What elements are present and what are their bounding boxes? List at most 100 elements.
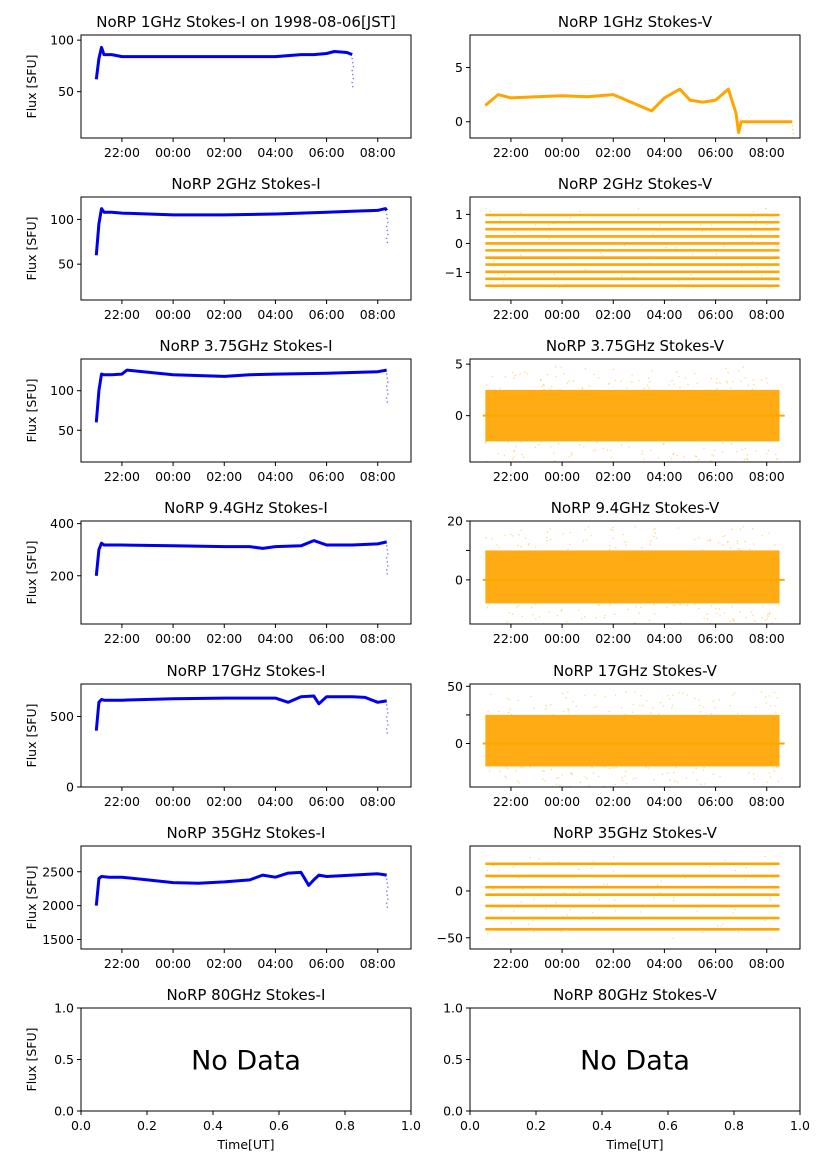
- data-point: [485, 441, 487, 443]
- data-point: [710, 224, 713, 226]
- plot-area: [484, 87, 795, 138]
- noise-band: [485, 550, 780, 604]
- data-point: [552, 714, 555, 716]
- x-tick-label: 00:00: [544, 956, 580, 971]
- data-point: [721, 451, 724, 453]
- data-point: [566, 691, 569, 693]
- data-point: [726, 265, 729, 267]
- chart-panel: NoRP 17GHz Stokes-V 22:00 00:00 02:00 04:00 0…: [447, 662, 801, 809]
- data-point: [543, 770, 545, 772]
- chart-panel: NoRP 35GHz Stokes-V 22:00 00:00 02:00 04:00 0…: [437, 824, 801, 971]
- data-point: [609, 449, 612, 452]
- data-point: [744, 447, 747, 450]
- axes-frame: [80, 196, 412, 301]
- y-tick-label: 0: [66, 780, 74, 795]
- chart-title: NoRP 1GHz Stokes-V: [558, 13, 713, 31]
- data-point: [530, 695, 533, 698]
- chart-title: NoRP 80GHz Stokes-I: [167, 986, 326, 1004]
- chart-title: NoRP 17GHz Stokes-V: [553, 662, 718, 680]
- data-point: [666, 606, 668, 608]
- data-point: [598, 898, 601, 901]
- data-point: [579, 210, 581, 213]
- data-point: [791, 124, 794, 127]
- x-tick-label: 00:00: [155, 956, 191, 971]
- x-tick-label: 06:00: [698, 469, 734, 484]
- data-point: [699, 224, 702, 226]
- data-point: [633, 276, 635, 279]
- no-data-label: No Data: [580, 1046, 690, 1077]
- data-point: [549, 528, 552, 530]
- data-point: [718, 699, 721, 701]
- data-point: [774, 543, 776, 546]
- data-point: [762, 904, 764, 906]
- plot-area: [482, 525, 785, 624]
- data-point: [609, 544, 611, 546]
- y-tick-label: 2500: [42, 864, 74, 879]
- chart-title: NoRP 35GHz Stokes-I: [167, 824, 326, 842]
- data-point: [529, 765, 531, 768]
- data-point: [512, 458, 514, 460]
- data-point: [506, 620, 509, 623]
- data-point: [546, 373, 549, 376]
- data-point: [729, 546, 732, 549]
- y-axis-label: Flux [SFU]: [24, 541, 39, 605]
- data-point: [633, 621, 636, 624]
- data-point: [534, 224, 537, 226]
- data-point: [533, 898, 535, 900]
- data-point: [518, 782, 520, 784]
- data-point: [703, 617, 705, 620]
- data-point: [386, 229, 389, 232]
- data-point: [774, 617, 777, 620]
- data-point: [612, 870, 615, 872]
- x-tick-label: 00:00: [544, 145, 580, 160]
- data-point: [635, 605, 637, 608]
- data-point: [730, 278, 732, 281]
- data-point: [530, 606, 533, 609]
- data-point: [628, 446, 630, 448]
- data-point: [554, 366, 557, 368]
- data-point: [686, 694, 689, 696]
- data-point: [695, 455, 698, 458]
- plot-area: [485, 207, 780, 289]
- data-point: [674, 463, 676, 465]
- x-tick-label: 02:00: [595, 794, 631, 809]
- data-point: [641, 450, 644, 452]
- data-point: [567, 548, 569, 551]
- data-point: [687, 383, 689, 386]
- data-point: [631, 711, 634, 713]
- chart-panel: NoRP 3.75GHz Stokes-V 22:00 00:00 02:00 04:0…: [455, 337, 801, 484]
- data-point: [695, 767, 697, 770]
- data-point: [727, 541, 729, 543]
- data-point: [634, 691, 636, 693]
- data-point: [561, 692, 564, 695]
- data-point: [544, 780, 546, 782]
- x-tick-label: 04:00: [257, 794, 293, 809]
- data-point: [753, 543, 755, 545]
- data-point: [563, 372, 565, 375]
- data-point: [646, 384, 649, 386]
- x-tick-label: 04:00: [646, 794, 682, 809]
- data-point: [612, 767, 614, 769]
- data-point: [773, 705, 776, 707]
- data-point: [729, 704, 732, 707]
- data-point: [570, 452, 573, 455]
- data-point: [776, 697, 779, 699]
- data-point: [764, 855, 766, 858]
- data-point: [602, 255, 604, 257]
- data-point: [742, 526, 745, 528]
- data-point: [608, 382, 611, 384]
- data-point: [491, 538, 494, 540]
- data-point: [520, 254, 522, 256]
- y-tick-label: 50: [447, 679, 463, 694]
- data-point: [557, 776, 560, 779]
- y-tick-label: 100: [50, 383, 74, 398]
- x-tick-label: 06:00: [309, 631, 345, 646]
- data-point: [717, 542, 720, 544]
- axes-frame: [469, 683, 801, 788]
- data-point: [543, 384, 545, 387]
- y-tick-label: 0.5: [443, 1052, 463, 1067]
- x-tick-label: 0.0: [71, 1118, 91, 1133]
- data-point: [386, 894, 389, 896]
- x-tick-label: 06:00: [698, 145, 734, 160]
